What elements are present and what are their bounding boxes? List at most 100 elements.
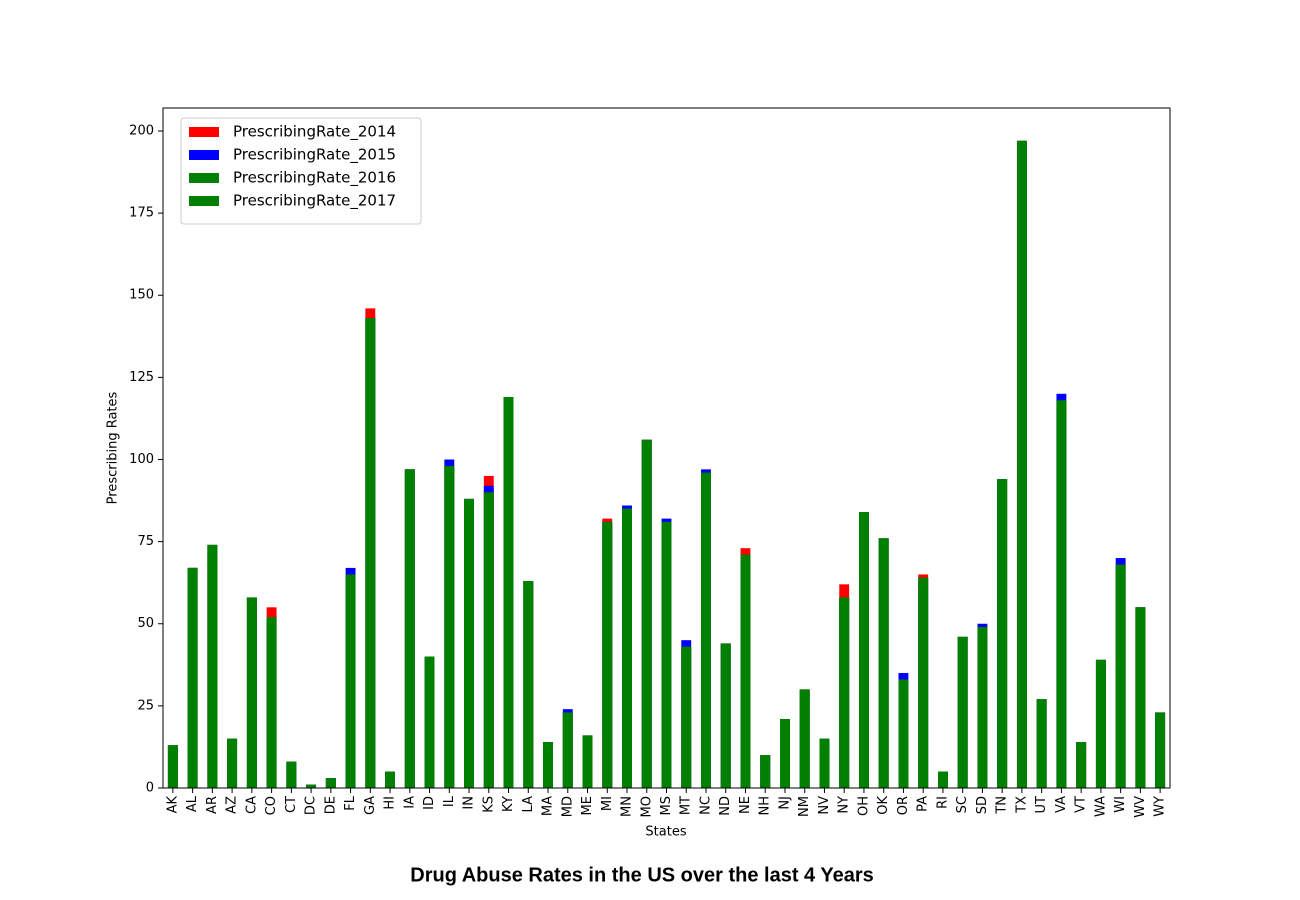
bar [977, 627, 988, 788]
bar [720, 643, 731, 788]
y-tick-label: 25 [137, 698, 154, 713]
bar [167, 745, 178, 788]
bar [918, 577, 929, 788]
x-tick-label: VT [1074, 796, 1089, 813]
x-tick-label: WA [1093, 796, 1108, 817]
bar [207, 544, 218, 788]
x-tick-label: NM [797, 796, 812, 817]
x-tick-label: MS [659, 796, 674, 815]
bar [424, 656, 435, 788]
bar [622, 508, 632, 788]
x-tick-label: NY [837, 796, 852, 814]
x-tick-label: ME [580, 796, 595, 815]
bar [760, 755, 771, 788]
bar [286, 761, 297, 788]
bar [345, 574, 356, 788]
x-tick-label: OR [896, 796, 911, 815]
legend-label: PrescribingRate_2014 [233, 123, 396, 142]
x-tick-label: NJ [777, 796, 792, 810]
bar [898, 679, 909, 788]
bar [701, 472, 711, 788]
plot-frame [162, 107, 1171, 789]
x-tick-label: MN [620, 796, 635, 817]
bar [799, 689, 810, 788]
y-tick-label: 125 [129, 370, 154, 385]
x-tick-label: NV [817, 796, 832, 815]
bar [780, 719, 790, 788]
x-tick-label: AK [165, 796, 180, 814]
y-axis-label: Prescribing Rates [106, 391, 121, 504]
x-tick-label: NH [758, 796, 773, 816]
x-tick-label: WV [1133, 796, 1148, 818]
bar [641, 439, 652, 788]
x-tick-label: RI [935, 796, 950, 809]
x-tick-label: ND [718, 796, 733, 816]
legend-box [180, 117, 422, 225]
bar [602, 521, 613, 788]
bar [523, 581, 534, 788]
bar [543, 742, 553, 788]
x-tick-label: MA [541, 796, 556, 816]
x-tick-label: OH [856, 796, 871, 816]
bar [1076, 742, 1087, 788]
x-tick-label: CO [264, 796, 279, 815]
bar [187, 567, 198, 788]
bar [464, 498, 474, 788]
x-tick-label: NE [738, 796, 753, 814]
x-tick-label: VA [1054, 796, 1069, 813]
x-tick-label: OK [876, 796, 891, 815]
x-tick-label: IN [462, 796, 477, 810]
bar [306, 784, 317, 788]
x-tick-label: AZ [225, 796, 240, 814]
x-tick-label: PA [916, 796, 931, 812]
bar [937, 771, 948, 788]
x-tick-label: MT [679, 796, 694, 815]
x-tick-label: DE [323, 796, 338, 814]
bar [562, 712, 573, 788]
bar [266, 617, 277, 788]
bar [740, 554, 751, 788]
x-tick-label: LA [521, 796, 536, 813]
chart-title: Drug Abuse Rates in the US over the last… [410, 864, 874, 886]
x-tick-label: CT [284, 796, 299, 813]
bar [582, 735, 593, 788]
bar [483, 492, 494, 788]
x-tick-label: IL [442, 795, 457, 807]
y-tick-label: 150 [129, 288, 154, 303]
x-tick-label: FL [343, 795, 358, 810]
bar [878, 538, 889, 788]
x-tick-label: MO [639, 796, 654, 817]
x-tick-label: WY [1153, 796, 1168, 817]
legend-swatch [189, 196, 219, 206]
legend-label: PrescribingRate_2017 [233, 192, 396, 211]
legend-swatch [189, 150, 219, 160]
x-tick-label: ID [422, 796, 437, 810]
y-tick-label: 200 [129, 123, 154, 138]
legend-swatch [189, 173, 219, 183]
bar [957, 636, 968, 788]
bar [404, 469, 415, 788]
y-tick-label: 50 [137, 616, 154, 631]
x-tick-label: NC [698, 796, 713, 815]
x-tick-label: AR [205, 796, 220, 814]
bar [325, 778, 336, 788]
x-tick-label: UT [1034, 796, 1049, 814]
legend-label: PrescribingRate_2015 [233, 146, 396, 165]
bar [1016, 140, 1027, 789]
y-tick-label: 75 [137, 534, 154, 549]
x-tick-label: KY [501, 796, 516, 812]
bar [661, 521, 672, 788]
bar [1115, 564, 1126, 788]
legend-label: PrescribingRate_2016 [233, 169, 396, 188]
x-tick-label: HI [383, 796, 398, 810]
x-tick-label: SC [955, 796, 970, 813]
bar [365, 318, 376, 788]
x-tick-label: IA [402, 796, 417, 809]
bar [1036, 699, 1047, 788]
bar [839, 597, 850, 788]
bar [246, 597, 257, 788]
bar [1135, 607, 1146, 788]
bar [385, 771, 396, 788]
x-tick-label: CA [244, 796, 259, 814]
